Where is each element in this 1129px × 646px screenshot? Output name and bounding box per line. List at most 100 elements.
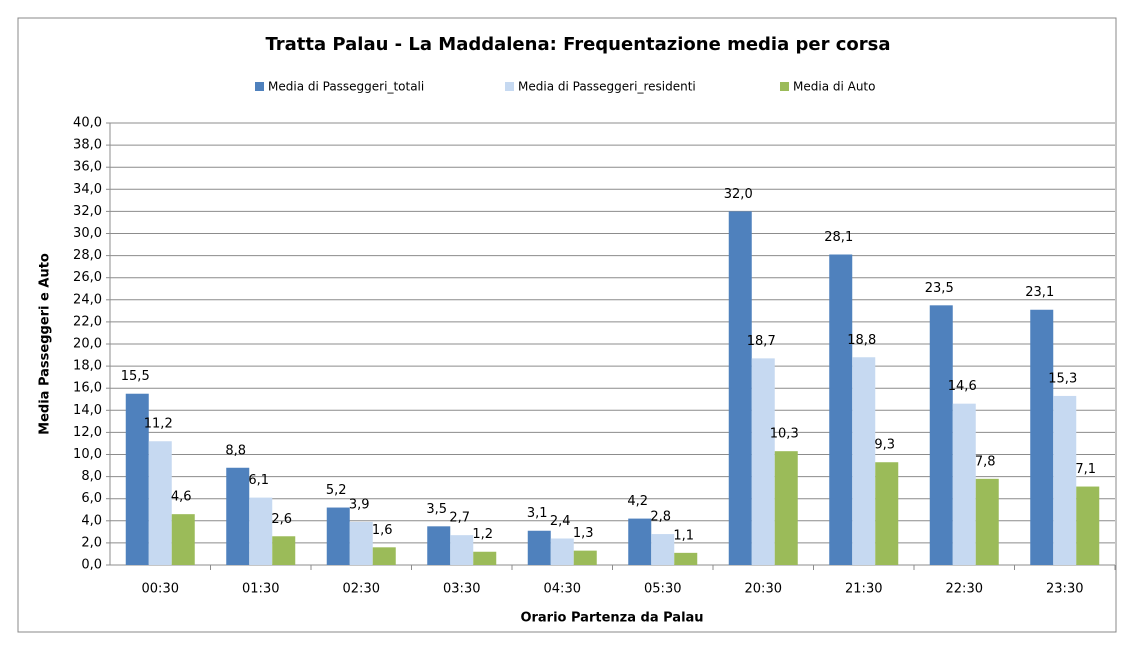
y-axis-title: Media Passeggeri e Auto [38,253,53,435]
data-label: 3,5 [426,502,447,517]
y-tick-label: 6,0 [81,491,102,506]
y-tick-label: 10,0 [73,447,102,462]
y-tick-label: 24,0 [73,292,102,307]
bar [249,497,273,565]
data-label: 4,2 [627,494,648,509]
x-tick-label: 05:30 [644,582,681,597]
x-tick-label: 01:30 [242,582,279,597]
legend-label: Media di Passeggeri_residenti [518,80,696,94]
chart-title: Tratta Palau - La Maddalena: Frequentazi… [265,34,890,55]
bar [326,507,350,565]
data-label: 10,3 [770,427,799,442]
bar [774,451,798,565]
y-tick-label: 20,0 [73,337,102,352]
data-label: 23,5 [925,281,954,296]
bar [272,536,296,565]
y-tick-label: 4,0 [81,513,102,528]
bar [171,514,195,565]
bar [372,547,396,565]
bar [473,551,497,565]
y-tick-label: 30,0 [73,226,102,241]
data-label: 32,0 [724,187,753,202]
data-label: 3,1 [527,506,548,521]
data-label: 1,3 [573,526,594,541]
bar [1053,395,1077,565]
data-label: 1,2 [472,527,493,542]
y-tick-label: 34,0 [73,182,102,197]
data-label: 1,6 [372,523,393,538]
y-tick-label: 12,0 [73,425,102,440]
y-tick-label: 8,0 [81,469,102,484]
y-tick-label: 16,0 [73,381,102,396]
data-label: 2,8 [650,510,671,525]
legend-swatch [780,82,789,91]
x-tick-label: 22:30 [946,582,983,597]
y-tick-label: 22,0 [73,314,102,329]
x-tick-label: 00:30 [142,582,179,597]
bar [1030,309,1054,565]
legend-swatch [255,82,264,91]
bar [875,462,899,565]
data-label: 7,8 [975,454,996,469]
bar [1076,486,1100,565]
x-tick-label: 04:30 [544,582,581,597]
data-label: 3,9 [349,497,370,512]
bar [975,478,999,565]
data-label: 1,1 [673,528,694,543]
y-tick-label: 18,0 [73,359,102,374]
bar [751,358,775,565]
y-tick-label: 32,0 [73,204,102,219]
y-tick-label: 36,0 [73,160,102,175]
bar [349,521,373,565]
x-tick-label: 23:30 [1046,582,1083,597]
x-tick-label: 03:30 [443,582,480,597]
data-label: 15,5 [121,369,150,384]
bar [952,403,976,565]
bar [527,530,551,565]
legend-label: Media di Auto [793,80,875,94]
x-tick-label: 20:30 [745,582,782,597]
y-tick-label: 0,0 [81,558,102,573]
data-label: 23,1 [1025,285,1054,300]
y-tick-label: 28,0 [73,248,102,263]
bar [829,254,853,565]
data-label: 6,1 [248,473,269,488]
data-label: 2,4 [550,514,571,529]
data-label: 8,8 [225,443,246,458]
x-tick-label: 02:30 [343,582,380,597]
bar [728,211,752,565]
bar [450,535,474,565]
y-tick-label: 40,0 [73,116,102,131]
data-label: 5,2 [326,483,347,498]
y-tick-label: 26,0 [73,270,102,285]
data-label: 15,3 [1048,371,1077,386]
y-tick-label: 2,0 [81,535,102,550]
bar [852,357,876,565]
y-tick-label: 14,0 [73,403,102,418]
legend-swatch [505,82,514,91]
bar [628,518,652,565]
x-tick-label: 21:30 [845,582,882,597]
x-axis-title: Orario Partenza da Palau [520,611,703,626]
bar [148,441,172,565]
data-label: 4,6 [171,490,192,505]
data-label: 9,3 [874,438,895,453]
bar [674,552,698,565]
data-label: 7,1 [1075,462,1096,477]
data-label: 14,6 [948,379,977,394]
y-tick-label: 38,0 [73,138,102,153]
bar [573,550,597,565]
data-label: 18,8 [847,333,876,348]
bar [125,393,149,565]
bar [929,305,953,565]
data-label: 2,7 [449,511,470,526]
bar [550,538,574,565]
bar [226,467,250,565]
data-label: 28,1 [824,230,853,245]
bar [427,526,451,565]
data-label: 11,2 [144,417,173,432]
data-label: 18,7 [747,334,776,349]
legend-label: Media di Passeggeri_totali [268,80,424,94]
bar [651,534,675,565]
